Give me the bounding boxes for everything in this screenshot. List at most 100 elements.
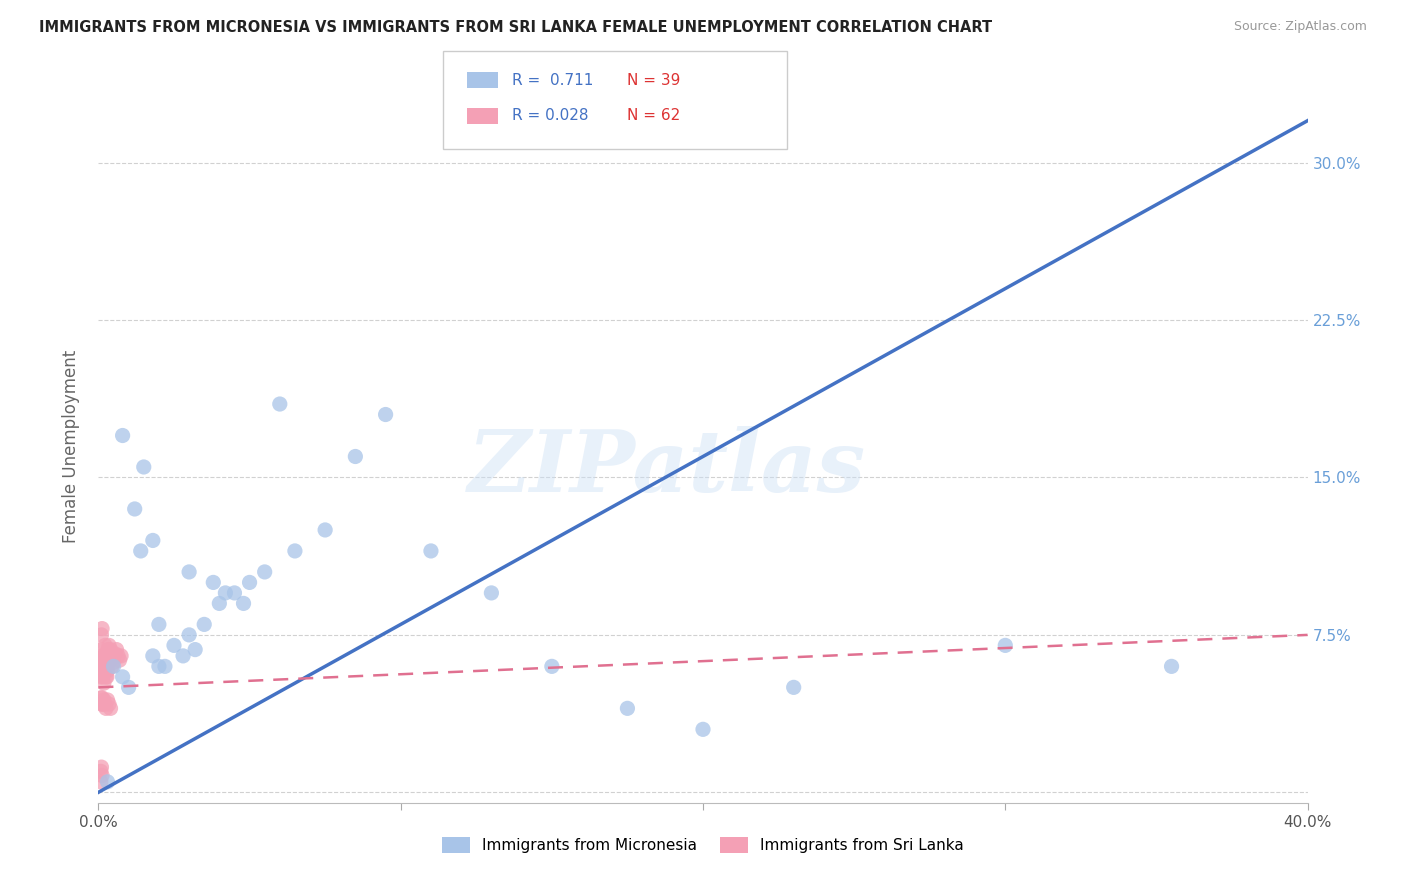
Point bbox=[374, 408, 396, 422]
Point bbox=[108, 653, 131, 667]
Point bbox=[90, 659, 112, 673]
Text: ZIPatlas: ZIPatlas bbox=[468, 425, 866, 509]
Point bbox=[93, 659, 115, 673]
Point bbox=[96, 670, 118, 684]
Point bbox=[90, 664, 112, 678]
Point bbox=[163, 639, 186, 653]
Point bbox=[118, 681, 141, 695]
Point bbox=[96, 659, 118, 673]
Text: N = 39: N = 39 bbox=[627, 73, 681, 87]
Text: IMMIGRANTS FROM MICRONESIA VS IMMIGRANTS FROM SRI LANKA FEMALE UNEMPLOYMENT CORR: IMMIGRANTS FROM MICRONESIA VS IMMIGRANTS… bbox=[39, 20, 993, 35]
Point bbox=[98, 697, 121, 711]
Point bbox=[314, 523, 336, 537]
Point bbox=[107, 648, 129, 663]
Point bbox=[98, 648, 121, 663]
Point bbox=[208, 596, 231, 610]
Point bbox=[616, 701, 638, 715]
Text: Source: ZipAtlas.com: Source: ZipAtlas.com bbox=[1233, 20, 1367, 33]
Point bbox=[124, 502, 146, 516]
Point bbox=[179, 565, 201, 579]
Point bbox=[94, 639, 117, 653]
Point bbox=[420, 544, 443, 558]
Point bbox=[89, 659, 111, 673]
Point bbox=[100, 653, 122, 667]
Point bbox=[91, 659, 114, 673]
Point bbox=[111, 670, 134, 684]
Point bbox=[142, 648, 165, 663]
Point bbox=[93, 697, 115, 711]
Point bbox=[96, 648, 118, 663]
Point bbox=[94, 670, 117, 684]
Point bbox=[91, 690, 114, 705]
Point bbox=[90, 690, 112, 705]
Text: N = 62: N = 62 bbox=[627, 109, 681, 123]
Point bbox=[239, 575, 262, 590]
Point bbox=[110, 648, 132, 663]
Point bbox=[93, 653, 115, 667]
Point bbox=[91, 670, 114, 684]
Point bbox=[90, 697, 112, 711]
Point bbox=[98, 639, 121, 653]
Point bbox=[96, 774, 118, 789]
Point bbox=[91, 697, 114, 711]
Point bbox=[101, 648, 124, 663]
Point bbox=[224, 586, 246, 600]
Point bbox=[94, 655, 117, 669]
Point bbox=[153, 659, 176, 673]
Point bbox=[93, 664, 115, 678]
Point bbox=[540, 659, 562, 673]
Point bbox=[93, 659, 115, 673]
Point bbox=[91, 768, 114, 782]
Legend: Immigrants from Micronesia, Immigrants from Sri Lanka: Immigrants from Micronesia, Immigrants f… bbox=[436, 831, 970, 859]
Point bbox=[90, 655, 112, 669]
Point bbox=[91, 622, 114, 636]
Point bbox=[91, 642, 114, 657]
Point bbox=[93, 676, 115, 690]
Point bbox=[481, 586, 503, 600]
Point bbox=[232, 596, 254, 610]
Point bbox=[104, 647, 127, 661]
Point bbox=[184, 642, 207, 657]
Point bbox=[94, 701, 117, 715]
Point bbox=[90, 655, 112, 669]
Point bbox=[100, 642, 122, 657]
Point bbox=[193, 617, 215, 632]
Point bbox=[253, 565, 276, 579]
Point bbox=[284, 544, 307, 558]
Point bbox=[98, 653, 121, 667]
Point bbox=[91, 655, 114, 669]
Point bbox=[129, 544, 152, 558]
Point bbox=[93, 648, 115, 663]
Point bbox=[90, 659, 112, 673]
Point bbox=[94, 648, 117, 663]
Point bbox=[269, 397, 291, 411]
Point bbox=[97, 642, 120, 657]
Point bbox=[90, 774, 112, 789]
Point bbox=[89, 659, 111, 673]
Point bbox=[96, 664, 118, 678]
Point bbox=[90, 670, 112, 684]
Point bbox=[202, 575, 225, 590]
Point bbox=[90, 764, 112, 779]
Point bbox=[91, 655, 114, 669]
Point bbox=[96, 693, 118, 707]
Point bbox=[148, 659, 170, 673]
Point bbox=[93, 655, 115, 669]
Point bbox=[344, 450, 367, 464]
Text: R = 0.028: R = 0.028 bbox=[512, 109, 588, 123]
Point bbox=[994, 639, 1017, 653]
Point bbox=[103, 655, 125, 669]
Point bbox=[101, 659, 124, 673]
Point bbox=[105, 642, 128, 657]
Point bbox=[783, 681, 806, 695]
Point bbox=[148, 617, 170, 632]
Point bbox=[90, 760, 112, 774]
Point bbox=[172, 648, 194, 663]
Point bbox=[179, 628, 201, 642]
Point bbox=[103, 659, 125, 673]
Point bbox=[142, 533, 165, 548]
Point bbox=[94, 659, 117, 673]
Y-axis label: Female Unemployment: Female Unemployment bbox=[62, 350, 80, 542]
Point bbox=[132, 460, 155, 475]
Point bbox=[90, 628, 112, 642]
